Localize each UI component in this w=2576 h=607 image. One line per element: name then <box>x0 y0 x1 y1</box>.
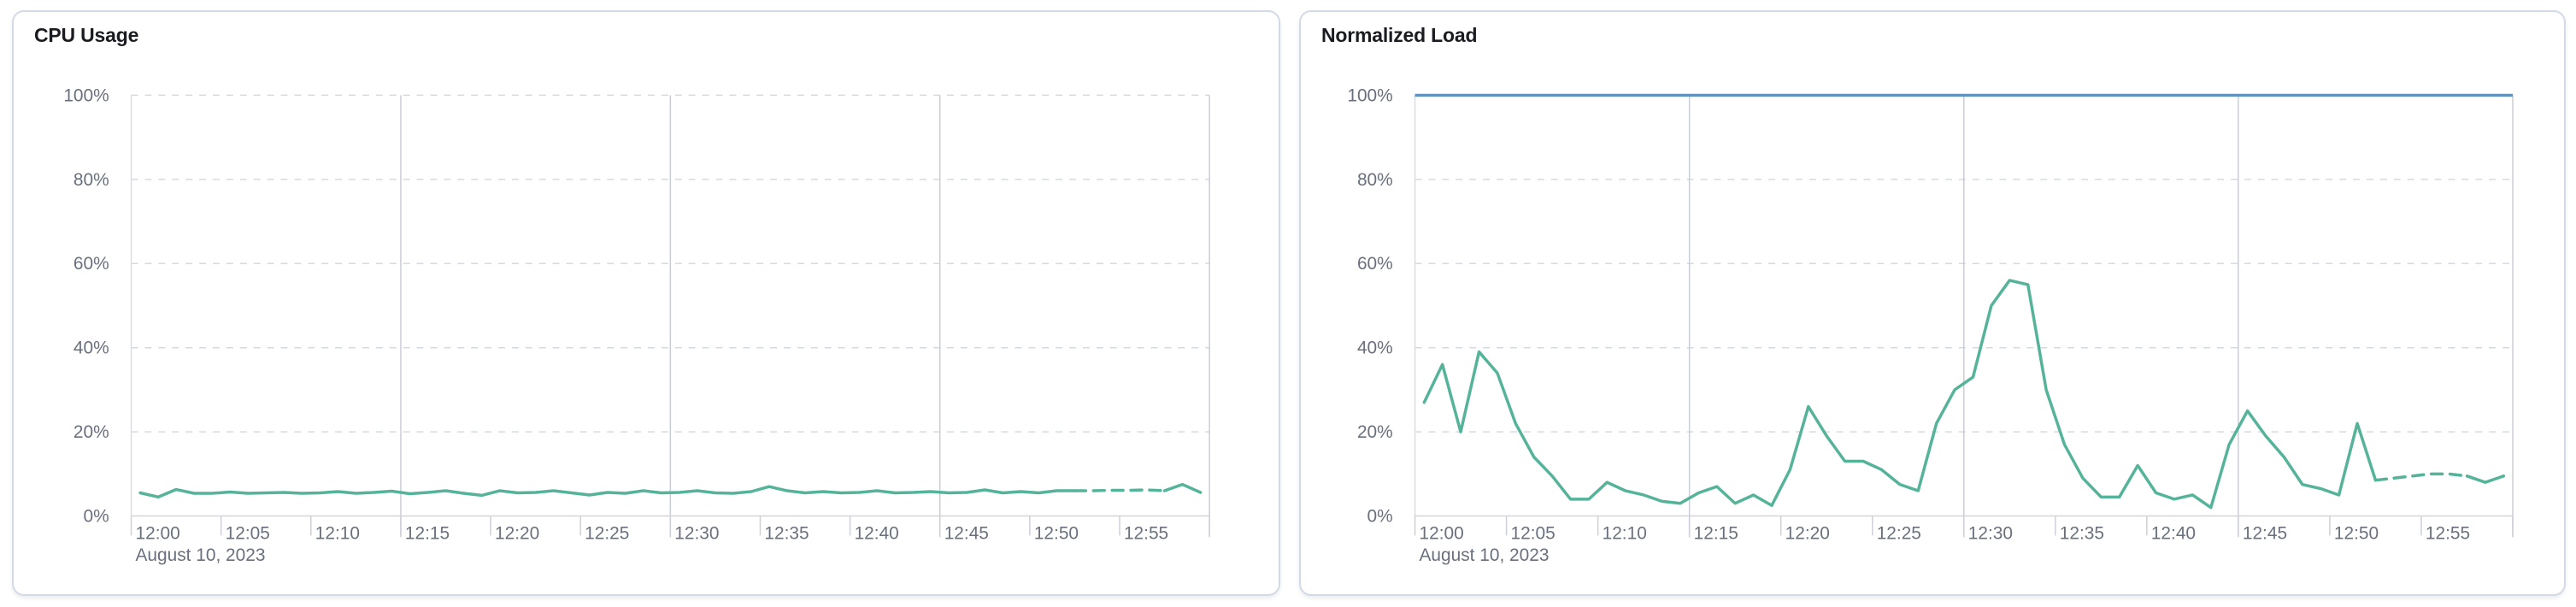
x-axis-label: 12:05 <box>1511 523 1556 543</box>
y-axis-label: 20% <box>74 422 109 442</box>
x-axis-label: 12:45 <box>2243 523 2287 543</box>
x-axis-label: 12:10 <box>1603 523 1647 543</box>
x-axis-label: 12:30 <box>1968 523 2013 543</box>
y-axis-label: 40% <box>74 339 109 358</box>
y-axis-label: 0% <box>84 506 109 526</box>
x-axis-label: 12:10 <box>315 523 360 543</box>
x-axis-label: 12:35 <box>2060 523 2104 543</box>
x-axis-label: 12:00 <box>136 523 180 543</box>
cpu-usage-panel: CPU Usage 0% 20% 40% 60% 80% 100% 12:00 12:05 12… <box>12 10 1280 596</box>
y-axis-label: 60% <box>74 254 109 274</box>
y-axis-label: 40% <box>1357 339 1393 358</box>
x-axis-label: 12:40 <box>2151 523 2196 543</box>
normalized-load-title: Normalized Load <box>1321 24 1478 46</box>
x-axis-label: 12:55 <box>2426 523 2470 543</box>
y-axis-label: 100% <box>63 85 109 105</box>
normalized-load-line-dashed <box>2373 472 2469 482</box>
x-axis-label: 12:20 <box>495 523 539 543</box>
x-axis-label: 12:20 <box>1785 523 1830 543</box>
x-axis-label: 12:25 <box>1877 523 1921 543</box>
x-axis-label: 12:40 <box>855 523 899 543</box>
x-axis-label: 12:15 <box>1694 523 1738 543</box>
y-axis-label: 60% <box>1357 254 1393 274</box>
y-axis-label: 0% <box>1367 506 1393 526</box>
normalized-load-line <box>2465 474 2506 484</box>
x-axis-label: 12:25 <box>585 523 629 543</box>
x-axis-label: 12:55 <box>1124 523 1168 543</box>
x-axis-label: 12:45 <box>944 523 989 543</box>
y-axis-label: 20% <box>1357 422 1393 442</box>
x-axis-label: 12:35 <box>764 523 809 543</box>
x-axis-label: 12:50 <box>1034 523 1079 543</box>
x-axis-date-label: August 10, 2023 <box>1420 545 1550 565</box>
x-axis-label: 12:05 <box>226 523 270 543</box>
normalized-load-chart[interactable]: 0% 20% 40% 60% 80% 100% 12:00 12:05 12:10 12:15 12… <box>1301 12 2564 594</box>
x-axis-label: 12:00 <box>1420 523 1464 543</box>
y-axis-label: 80% <box>1357 170 1393 190</box>
cpu-usage-line <box>138 485 1077 499</box>
x-axis-date-label: August 10, 2023 <box>136 545 266 565</box>
cpu-usage-line-dashed <box>1073 488 1167 492</box>
cpu-usage-title: CPU Usage <box>34 24 139 46</box>
x-axis-label: 12:50 <box>2334 523 2379 543</box>
x-axis-label: 12:15 <box>405 523 450 543</box>
cpu-usage-line <box>1162 482 1203 494</box>
y-axis-label: 80% <box>74 170 109 190</box>
normalized-load-panel: Normalized Load 0% 20% 40% 60% 80% 100% 12:00 1… <box>1299 10 2566 596</box>
x-axis-label: 12:30 <box>674 523 719 543</box>
y-axis-label: 100% <box>1347 85 1392 105</box>
normalized-load-line <box>1422 279 2378 510</box>
cpu-usage-chart[interactable]: 0% 20% 40% 60% 80% 100% 12:00 12:05 12:10 12:15 12… <box>14 12 1279 594</box>
